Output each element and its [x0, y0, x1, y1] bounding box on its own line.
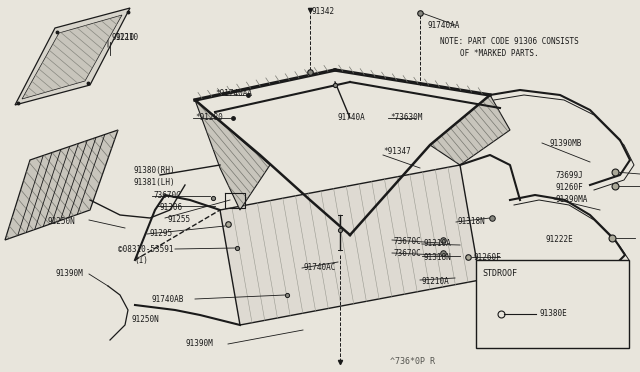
Text: 91342: 91342: [312, 7, 335, 16]
Text: 91250N: 91250N: [48, 218, 76, 227]
Text: 91740AA: 91740AA: [428, 20, 460, 29]
Text: *91347: *91347: [383, 147, 411, 155]
Text: 91390MB: 91390MB: [549, 138, 581, 148]
Text: *73630M: *73630M: [390, 113, 422, 122]
Text: ©08310-53591: ©08310-53591: [118, 244, 173, 253]
Text: NOTE: PART CODE 91306 CONSISTS: NOTE: PART CODE 91306 CONSISTS: [440, 38, 579, 46]
Text: 91210: 91210: [111, 32, 134, 42]
Polygon shape: [430, 95, 510, 165]
Text: 91390M: 91390M: [185, 340, 212, 349]
Text: 91210A: 91210A: [424, 240, 452, 248]
Text: 91740AC: 91740AC: [304, 263, 337, 273]
Text: ^736*0P R: ^736*0P R: [390, 357, 435, 366]
Text: 91740AB: 91740AB: [152, 295, 184, 304]
Text: 91740A: 91740A: [337, 113, 365, 122]
Text: 91380E: 91380E: [539, 310, 567, 318]
Text: 91318N: 91318N: [424, 253, 452, 262]
Text: 73699J: 73699J: [556, 170, 584, 180]
Polygon shape: [195, 100, 270, 210]
Text: (1): (1): [134, 257, 148, 266]
Text: 73670C: 73670C: [154, 192, 182, 201]
Polygon shape: [15, 8, 130, 105]
Text: 73670C: 73670C: [394, 250, 422, 259]
Text: 91260F: 91260F: [474, 253, 502, 263]
Text: STDROOF: STDROOF: [482, 269, 517, 279]
Text: 91381(LH): 91381(LH): [133, 177, 175, 186]
Text: 91390M: 91390M: [56, 269, 84, 279]
Text: *91280: *91280: [195, 113, 223, 122]
Polygon shape: [22, 15, 122, 99]
Text: 91260F: 91260F: [556, 183, 584, 192]
Text: 73670C: 73670C: [394, 237, 422, 246]
Text: 91295: 91295: [149, 230, 172, 238]
Polygon shape: [220, 165, 480, 325]
Text: 91210: 91210: [115, 32, 138, 42]
Text: 91318N: 91318N: [458, 218, 486, 227]
Text: OF *MARKED PARTS.: OF *MARKED PARTS.: [460, 49, 539, 58]
Text: 91380(RH): 91380(RH): [133, 166, 175, 174]
Bar: [476, 260, 629, 348]
Text: 91306: 91306: [159, 202, 182, 212]
Text: 91210A: 91210A: [422, 276, 450, 285]
Text: 91222E: 91222E: [546, 234, 573, 244]
Text: *91740AA: *91740AA: [215, 89, 252, 97]
Text: 91255: 91255: [167, 215, 190, 224]
Text: 91250N: 91250N: [132, 315, 160, 324]
Text: 91390MA: 91390MA: [556, 196, 588, 205]
Polygon shape: [5, 130, 118, 240]
